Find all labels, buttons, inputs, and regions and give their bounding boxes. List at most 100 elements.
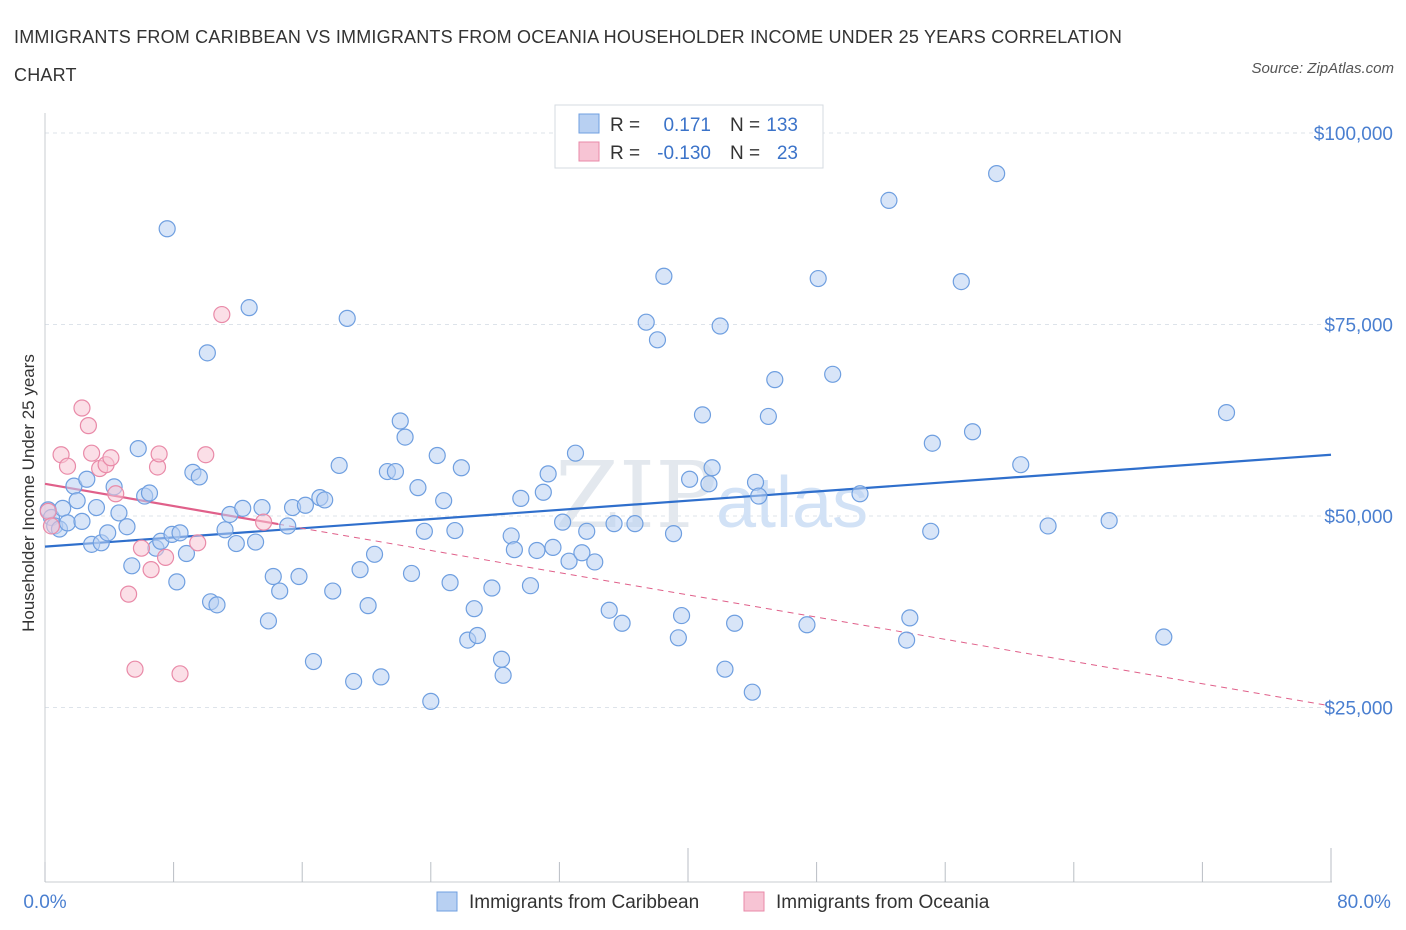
caribbean-point: [880, 191, 898, 210]
legend-swatch-blue: [578, 113, 600, 134]
y-axis-label: Householder Income Under 25 years: [19, 354, 38, 632]
caribbean-point: [655, 267, 673, 285]
caribbean-point: [626, 515, 644, 533]
legend-n-value-pink: 23: [777, 143, 798, 164]
stats-legend-box: [554, 104, 824, 169]
caribbean-point: [396, 428, 414, 446]
series-legend: Immigrants from Caribbean Immigrants fro…: [436, 891, 990, 913]
oceania-point: [83, 444, 101, 462]
caribbean-point: [539, 465, 557, 483]
caribbean-point: [465, 600, 483, 618]
caribbean-point: [483, 579, 501, 597]
caribbean-point: [1217, 403, 1236, 422]
caribbean-point: [304, 652, 323, 671]
oceania-point: [132, 539, 151, 557]
caribbean-point: [386, 462, 405, 481]
legend-n-label-pink: N =: [730, 143, 760, 164]
oceania-point: [150, 445, 168, 463]
caribbean-point: [279, 517, 297, 535]
y-tick-label-25000: $25,000: [1324, 699, 1393, 720]
caribbean-point: [923, 434, 941, 452]
caribbean-point: [700, 475, 718, 493]
caribbean-point: [759, 407, 777, 426]
legend-swatch-pink: [578, 141, 600, 162]
caribbean-point: [573, 544, 591, 562]
caribbean-point: [750, 487, 768, 505]
caribbean-point: [338, 309, 356, 327]
caribbean-point: [198, 344, 216, 362]
caribbean-point: [140, 484, 159, 502]
caribbean-point: [118, 518, 136, 536]
caribbean-point: [703, 459, 721, 477]
oceania-point: [58, 457, 77, 475]
caribbean-point: [809, 269, 827, 288]
caribbean-points: [39, 164, 1236, 710]
x-tick-label-min: 0.0%: [23, 892, 66, 913]
oceania-point: [73, 399, 91, 417]
legend-r-value-blue: 0.171: [663, 115, 711, 136]
caribbean-point: [73, 512, 91, 530]
x-tick-label-max: 80.0%: [1337, 892, 1391, 913]
caribbean-point: [605, 515, 623, 533]
caribbean-point: [123, 557, 141, 575]
caribbean-point: [428, 446, 446, 465]
legend-n-value-blue: 133: [766, 115, 798, 136]
caribbean-point: [901, 609, 919, 627]
caribbean-point: [351, 561, 369, 579]
caribbean-point: [246, 533, 265, 551]
oceania-point: [42, 517, 61, 535]
series-legend-label-oceania: Immigrants from Oceania: [776, 892, 990, 913]
caribbean-point: [253, 498, 271, 517]
trend-line-oceania-solid: [44, 482, 279, 526]
caribbean-point: [669, 629, 687, 647]
oceania-point: [79, 417, 98, 435]
caribbean-point: [672, 606, 691, 625]
series-legend-swatch-caribbean: [436, 891, 458, 912]
caribbean-point: [824, 365, 842, 383]
x-axis-ticks: [44, 848, 1332, 882]
caribbean-point: [766, 371, 784, 389]
caribbean-point: [324, 582, 342, 600]
caribbean-point: [600, 601, 618, 619]
caribbean-point: [177, 544, 196, 563]
oceania-point: [119, 585, 138, 603]
caribbean-point: [345, 672, 363, 691]
caribbean-point: [271, 582, 289, 600]
y-tick-label-100000: $100,000: [1314, 124, 1393, 145]
caribbean-point: [240, 299, 258, 317]
caribbean-point: [693, 406, 712, 424]
caribbean-point: [372, 668, 390, 686]
caribbean-point: [521, 577, 540, 595]
caribbean-point: [492, 650, 511, 668]
caribbean-point: [208, 596, 226, 614]
legend-r-label-blue: R =: [610, 115, 640, 136]
oceania-point: [39, 502, 57, 521]
caribbean-point: [68, 492, 86, 510]
caribbean-point: [216, 521, 234, 539]
caribbean-point: [441, 574, 459, 592]
watermark-atlas: atlas: [716, 463, 868, 543]
caribbean-point: [171, 524, 189, 542]
trend-line-oceania-dashed: [278, 523, 1332, 707]
caribbean-point: [87, 498, 106, 517]
caribbean-point: [505, 541, 523, 559]
legend-r-value-pink: -0.130: [657, 143, 711, 164]
y-tick-label-50000: $50,000: [1324, 507, 1393, 528]
trend-line-caribbean: [44, 453, 1332, 548]
grid: [45, 132, 1331, 708]
caribbean-point: [648, 331, 667, 349]
oceania-point: [255, 513, 273, 531]
caribbean-point: [54, 499, 72, 517]
oceania-point: [156, 548, 175, 566]
y-tick-labels: $100,000 $75,000 $50,000 $25,000: [1314, 124, 1393, 720]
caribbean-point: [554, 513, 572, 531]
caribbean-point: [435, 492, 453, 510]
caribbean-point: [1039, 517, 1057, 535]
caribbean-point: [58, 514, 77, 532]
oceania-point: [197, 446, 215, 464]
caribbean-point: [330, 456, 348, 475]
caribbean-point: [711, 317, 729, 335]
oceania-point: [213, 305, 231, 324]
caribbean-point: [586, 553, 604, 571]
caribbean-point: [234, 499, 252, 517]
